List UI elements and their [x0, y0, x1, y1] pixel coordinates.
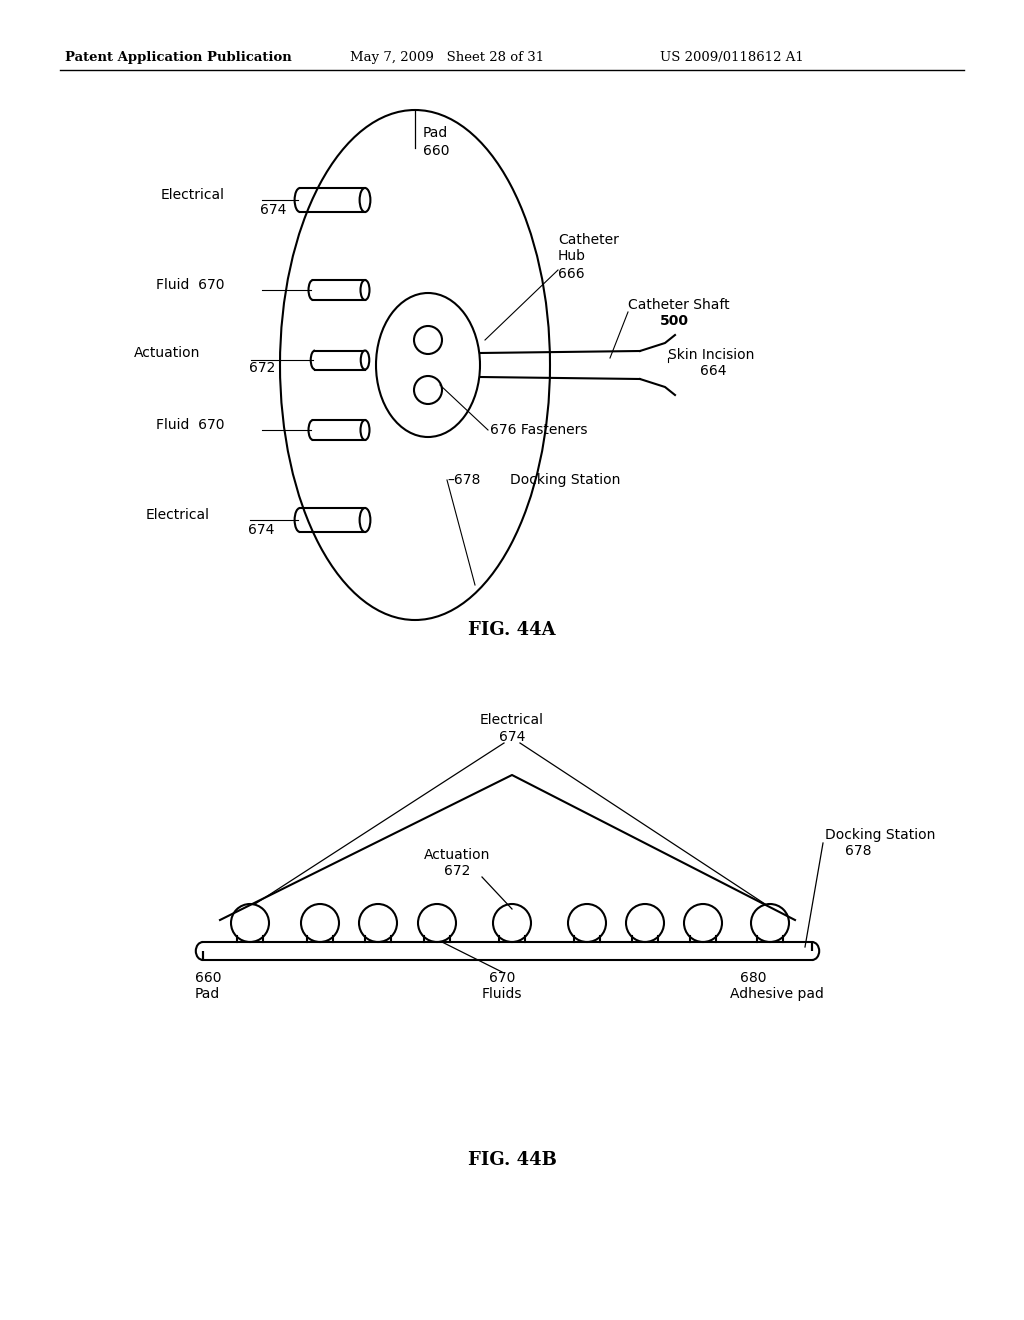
Text: Actuation: Actuation [424, 847, 490, 862]
Text: 674: 674 [248, 523, 274, 537]
Text: 678: 678 [845, 843, 871, 858]
Text: FIG. 44B: FIG. 44B [468, 1151, 556, 1170]
Text: Actuation: Actuation [133, 346, 200, 360]
Text: 660: 660 [423, 144, 450, 158]
Text: Docking Station: Docking Station [510, 473, 621, 487]
Text: 672: 672 [443, 865, 470, 878]
Text: 660: 660 [195, 972, 221, 985]
Ellipse shape [360, 280, 370, 300]
Text: –678: –678 [447, 473, 480, 487]
Text: US 2009/0118612 A1: US 2009/0118612 A1 [660, 50, 804, 63]
Text: Electrical: Electrical [480, 713, 544, 727]
Text: Electrical: Electrical [161, 187, 225, 202]
Text: Catheter Shaft: Catheter Shaft [628, 298, 730, 312]
Text: 674: 674 [499, 730, 525, 744]
Text: May 7, 2009   Sheet 28 of 31: May 7, 2009 Sheet 28 of 31 [350, 50, 544, 63]
Text: Skin Incision: Skin Incision [668, 348, 755, 362]
Text: 680: 680 [740, 972, 767, 985]
Text: Hub: Hub [558, 249, 586, 263]
Text: Adhesive pad: Adhesive pad [730, 987, 824, 1001]
Ellipse shape [359, 508, 371, 532]
Text: 500: 500 [660, 314, 689, 327]
Text: Docking Station: Docking Station [825, 828, 935, 842]
Ellipse shape [359, 187, 371, 213]
Text: Fluids: Fluids [481, 987, 522, 1001]
Text: FIG. 44A: FIG. 44A [468, 620, 556, 639]
Text: 672: 672 [249, 360, 275, 375]
Text: Electrical: Electrical [146, 508, 210, 521]
Text: Catheter: Catheter [558, 234, 618, 247]
Ellipse shape [360, 420, 370, 440]
Text: 664: 664 [700, 364, 726, 378]
Text: Fluid  670: Fluid 670 [157, 279, 225, 292]
Text: 674: 674 [260, 203, 287, 216]
Text: Pad: Pad [195, 987, 220, 1001]
Ellipse shape [360, 351, 370, 370]
Text: 676 Fasteners: 676 Fasteners [490, 422, 588, 437]
Text: 670: 670 [488, 972, 515, 985]
Text: Pad: Pad [423, 125, 449, 140]
Text: Fluid  670: Fluid 670 [157, 418, 225, 432]
Text: Patent Application Publication: Patent Application Publication [65, 50, 292, 63]
Text: 666: 666 [558, 267, 585, 281]
